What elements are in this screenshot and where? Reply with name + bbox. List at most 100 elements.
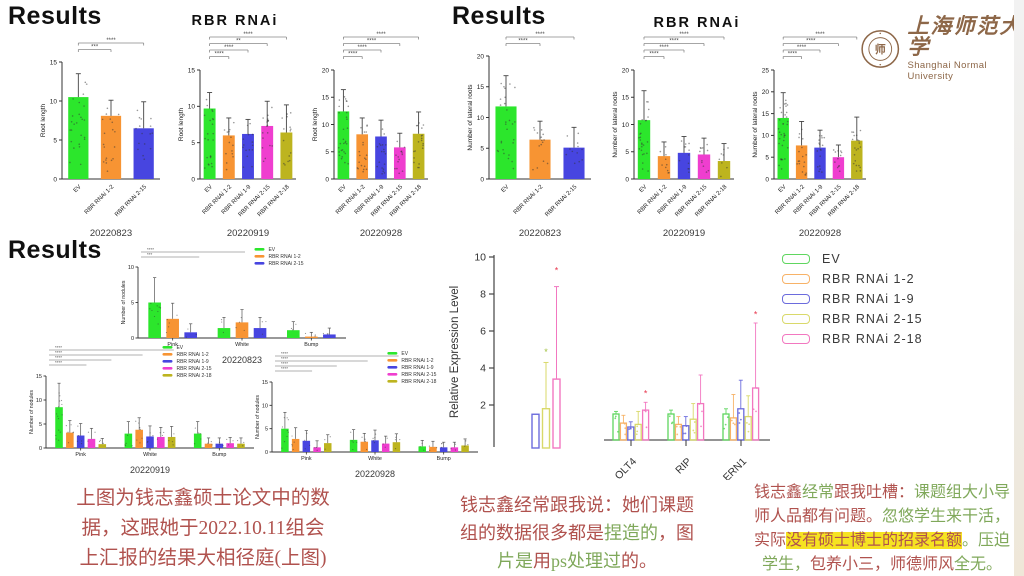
svg-text:15: 15: [188, 67, 196, 74]
svg-text:15: 15: [322, 95, 330, 102]
screenshot-edge-artifact: [1014, 0, 1024, 576]
bar: [280, 132, 293, 179]
chart-date-label: 20220919: [130, 465, 170, 475]
x-tick-label: RBR RNAi 2-15: [544, 184, 578, 218]
x-tick-label: EV: [639, 184, 649, 194]
svg-text:5: 5: [53, 137, 57, 144]
x-tick-label: RBR RNAi 2-15: [809, 184, 843, 218]
note-line: 钱志鑫经常跟我吐槽：课题组大小导: [753, 484, 1011, 501]
svg-text:RBR RNAi 2-18: RBR RNAi 2-18: [401, 379, 436, 385]
svg-text:****: ****: [281, 351, 288, 356]
svg-text:**: **: [236, 38, 241, 44]
bar: [166, 318, 179, 338]
svg-text:EV: EV: [401, 351, 408, 357]
bar: [418, 446, 426, 452]
bars: [281, 411, 469, 452]
chart-lateral-roots-20220919: 0 5 10 15 20 Number of lateral roots EV RBR RNA…: [600, 30, 740, 241]
qpcr-legend: EV RBR RNAi 1-2 RBR RNAi 1-9 RBR RNAi 2-15 R…: [782, 252, 923, 346]
svg-text:****: ****: [659, 45, 669, 51]
bar: [717, 161, 731, 179]
svg-text:****: ****: [669, 38, 679, 44]
bar: [135, 429, 143, 448]
svg-text:****: ****: [55, 350, 62, 355]
chart-svg: 0 5 10 15 20 25 Number of lateral roots EV RBR R…: [752, 32, 866, 239]
svg-text:0: 0: [625, 176, 629, 183]
bar: [124, 433, 133, 448]
chart-date-label: 20220928: [799, 228, 841, 239]
significance-brackets: ****************: [643, 32, 725, 59]
legend-label: RBR RNAi 2-18: [822, 332, 923, 346]
note-line: 片是用ps处理过的。: [496, 550, 657, 571]
legend-label: RBR RNAi 1-9: [822, 292, 915, 306]
bar: [157, 436, 165, 448]
bar: [286, 330, 300, 338]
svg-text:****: ****: [797, 45, 807, 51]
x-tick-label: ERN1: [721, 456, 749, 480]
bar: [184, 332, 198, 338]
chart-date-label: 20220919: [227, 228, 269, 239]
bar: [429, 446, 437, 452]
bar: [302, 440, 311, 452]
significance-brackets: ****************: [782, 32, 858, 59]
bar: [495, 106, 517, 179]
svg-text:10: 10: [50, 98, 58, 105]
chart-date-label: 20220823: [90, 228, 132, 239]
svg-text:EV: EV: [268, 247, 275, 253]
svg-text:0: 0: [191, 176, 195, 183]
bar: [55, 407, 63, 448]
qpcr-legend-item: RBR RNAi 1-9: [782, 292, 923, 306]
note-line: 组的数据很多都是捏造的，图: [460, 522, 694, 543]
svg-text:20: 20: [762, 89, 770, 96]
svg-text:****: ****: [55, 345, 62, 350]
svg-text:****: ****: [281, 361, 288, 366]
chart-lateral-roots-20220823: 0 5 10 15 20 Number of lateral roots EV RBR RNA…: [455, 30, 597, 241]
chart-date-label: 20220823: [222, 355, 262, 365]
bar: [324, 443, 332, 452]
note-line: 上图为钱志鑫硕士论文中的数: [76, 488, 330, 509]
svg-text:0: 0: [39, 446, 42, 452]
bar: [349, 439, 358, 452]
bars: [55, 382, 245, 448]
bar: [193, 433, 202, 448]
svg-text:***: ***: [147, 252, 153, 257]
significance-brackets: ****************: [49, 345, 174, 366]
svg-text:****: ****: [649, 51, 659, 57]
svg-text:10: 10: [262, 403, 268, 409]
university-name-block: 上海师范大学 Shanghai Normal University: [907, 14, 1024, 83]
bar: [226, 443, 234, 448]
svg-text:****: ****: [224, 45, 234, 51]
svg-text:0: 0: [265, 450, 268, 456]
svg-text:****: ****: [358, 45, 368, 51]
svg-text:RBR RNAi 1-2: RBR RNAi 1-2: [176, 352, 208, 358]
chart-root-length-20220928: 0 5 10 15 20 Root length EV RBR RNAi 1-2 RBR RNA…: [300, 30, 434, 241]
svg-text:15: 15: [477, 84, 485, 91]
svg-text:0: 0: [131, 336, 134, 342]
y-axis-label: Root length: [312, 107, 319, 141]
y-axis-label: Relative Expression Level: [449, 286, 461, 418]
significance-brackets: **** ****: [505, 32, 575, 46]
svg-text:师: 师: [875, 42, 886, 56]
chart-date-label: 20220823: [519, 228, 561, 239]
svg-text:10: 10: [36, 398, 42, 404]
note-line: 钱志鑫经常跟我说：她们课题: [460, 495, 694, 515]
note-line: 据，这跟她于2022.10.11组会: [81, 518, 325, 540]
svg-text:10: 10: [474, 252, 486, 264]
y-axis-label: Number of nodules: [255, 395, 261, 439]
bar: [215, 443, 224, 448]
bar: [148, 302, 161, 338]
x-tick-label: Bump: [304, 342, 318, 348]
university-name-cn: 上海师范大学: [907, 14, 1023, 59]
svg-text:****: ****: [55, 355, 62, 360]
bar: [217, 328, 231, 338]
bar: [323, 334, 336, 338]
svg-text:8: 8: [480, 289, 486, 301]
y-axis-label: Number of lateral roots: [612, 91, 619, 158]
svg-text:5: 5: [625, 149, 629, 156]
x-tick-label: RBR RNAi 2-18: [827, 184, 861, 218]
chart-root-length-20220823: 0 5 10 15 Root length EV RBR RNAi 1-2 RBR RNAi …: [28, 36, 166, 241]
bar: [167, 436, 176, 448]
note-line: 实际没有硕士博士的招录名额。压迫: [753, 532, 1011, 549]
